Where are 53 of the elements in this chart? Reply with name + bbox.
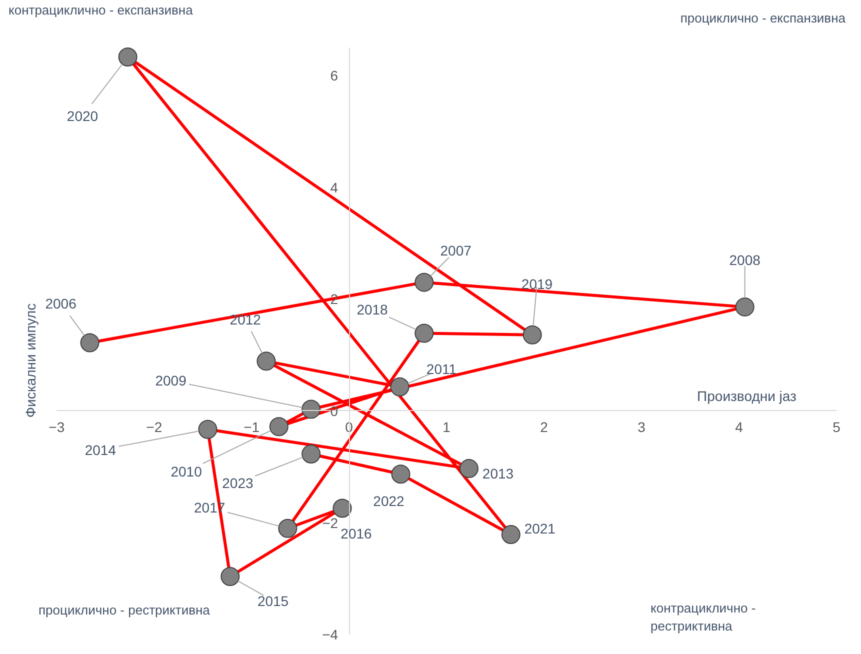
annotation: контрациклично - рестриктивна [650, 600, 756, 634]
x-tick-label: −1 [244, 418, 260, 435]
annotation: 2012 [230, 311, 262, 328]
point [459, 459, 478, 478]
point [220, 566, 240, 586]
annotation: 2020 [66, 108, 98, 124]
y-tick-label: 4 [330, 179, 338, 196]
annotation: 2009 [155, 372, 187, 389]
point [278, 518, 298, 538]
x-tick-label: 1 [442, 418, 451, 435]
x-tick-label: 3 [638, 418, 646, 435]
annotation: 2014 [84, 442, 116, 458]
y-tick-label: −4 [322, 626, 338, 643]
y-tick-label: −2 [322, 514, 338, 531]
point [414, 272, 434, 292]
point [501, 525, 520, 544]
x-axis-title: Производни јаз [697, 388, 796, 404]
point [414, 324, 434, 343]
point [735, 297, 754, 316]
point [522, 325, 542, 344]
point [118, 47, 138, 66]
y-axis-title: Фискални импулс [22, 303, 38, 418]
point [198, 420, 218, 439]
x-tick-label: 4 [735, 418, 744, 435]
annotation: 2023 [222, 474, 254, 491]
point [256, 352, 276, 371]
x-tick-label: −3 [48, 418, 65, 435]
annotation: 2019 [521, 276, 553, 292]
annotation: 2010 [170, 464, 202, 480]
annotation: 2021 [524, 520, 556, 537]
text: проциклично - експанзивна [680, 10, 846, 26]
annotation: 2008 [729, 252, 761, 268]
point [332, 498, 352, 518]
point [302, 444, 321, 464]
y-tick-label: 6 [330, 67, 338, 84]
annotation: 2006 [45, 296, 77, 312]
annotation: 2013 [482, 466, 514, 482]
x-tick-label: 5 [832, 418, 841, 435]
x-tick-label: −2 [146, 418, 162, 435]
annotation: 2016 [340, 525, 372, 542]
annotation: 2007 [440, 242, 472, 259]
annotation: 2011 [426, 361, 457, 378]
point [302, 400, 321, 419]
text: контрациклично - експанзивна [8, 2, 194, 18]
x-tick-label: 2 [540, 418, 548, 435]
point [391, 464, 410, 484]
annotation: 2018 [356, 302, 388, 318]
annotation: проциклично - рестриктивна [38, 602, 211, 618]
point [390, 377, 410, 396]
annotation: 2015 [257, 592, 289, 609]
point [80, 333, 100, 352]
point [269, 417, 288, 436]
annotation: 2022 [373, 493, 405, 510]
